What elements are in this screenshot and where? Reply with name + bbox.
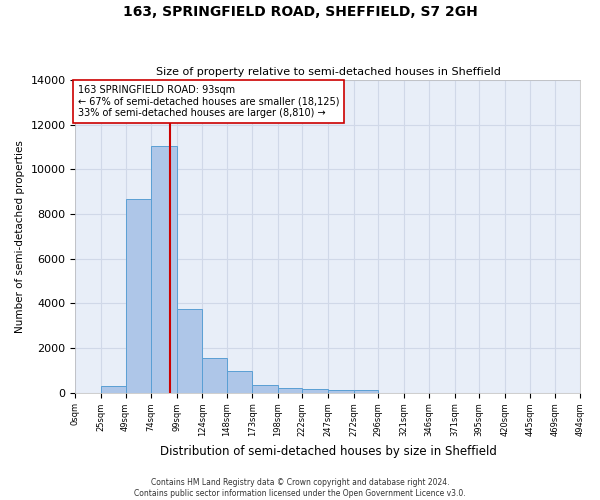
X-axis label: Distribution of semi-detached houses by size in Sheffield: Distribution of semi-detached houses by … xyxy=(160,444,496,458)
Bar xyxy=(252,385,278,392)
Bar xyxy=(353,390,378,392)
Bar xyxy=(101,386,125,392)
Bar xyxy=(125,200,151,392)
Text: 163, SPRINGFIELD ROAD, SHEFFIELD, S7 2GH: 163, SPRINGFIELD ROAD, SHEFFIELD, S7 2GH xyxy=(122,5,478,19)
Bar xyxy=(176,309,202,392)
Bar xyxy=(302,389,328,392)
Text: 163 SPRINGFIELD ROAD: 93sqm
← 67% of semi-detached houses are smaller (18,125)
3: 163 SPRINGFIELD ROAD: 93sqm ← 67% of sem… xyxy=(78,84,340,118)
Text: Contains HM Land Registry data © Crown copyright and database right 2024.
Contai: Contains HM Land Registry data © Crown c… xyxy=(134,478,466,498)
Title: Size of property relative to semi-detached houses in Sheffield: Size of property relative to semi-detach… xyxy=(155,66,500,76)
Bar xyxy=(151,146,176,392)
Bar xyxy=(278,388,302,392)
Bar xyxy=(227,372,252,392)
Y-axis label: Number of semi-detached properties: Number of semi-detached properties xyxy=(15,140,25,333)
Bar xyxy=(328,390,353,392)
Bar xyxy=(202,358,227,392)
